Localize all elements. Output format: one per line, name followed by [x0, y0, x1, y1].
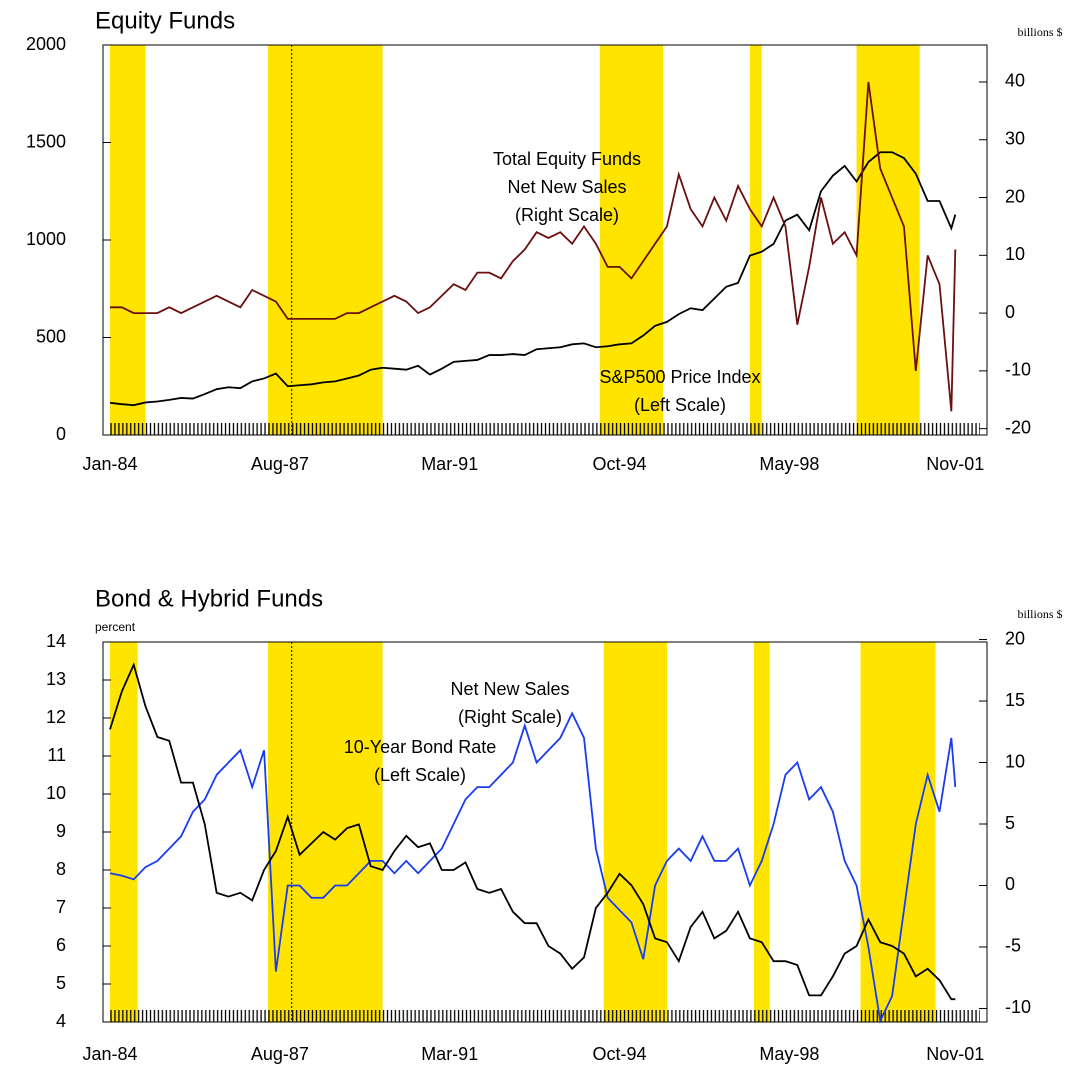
series-label: (Left Scale)	[374, 765, 466, 785]
x-tick-label: Oct-94	[593, 1044, 647, 1064]
y-tick-label: 1500	[26, 131, 66, 151]
y-tick-label: 7	[56, 897, 66, 917]
plot-frame	[102, 44, 988, 436]
chart-title: Equity Funds	[95, 7, 235, 34]
series-label: (Right Scale)	[458, 707, 562, 727]
y-tick-label: 12	[46, 707, 66, 727]
y-tick-label: 1000	[26, 229, 66, 249]
y-tick-label: 9	[56, 821, 66, 841]
series-label: (Right Scale)	[515, 205, 619, 225]
y2-tick-label: -10	[1005, 997, 1031, 1017]
y2-unit-label: billions $	[1017, 607, 1062, 621]
y-tick-label: 14	[46, 631, 66, 651]
series-label: Net New Sales	[507, 177, 626, 197]
series-label: 10-Year Bond Rate	[344, 737, 496, 757]
x-tick-label: Oct-94	[593, 454, 647, 474]
series-label: (Left Scale)	[634, 395, 726, 415]
y-tick-label: 2000	[26, 34, 66, 54]
y-tick-label: 4	[56, 1011, 66, 1031]
y2-tick-label: 40	[1005, 71, 1025, 91]
x-tick-label: Aug-87	[251, 1044, 309, 1064]
y2-tick-label: -5	[1005, 936, 1021, 956]
y2-tick-label: -20	[1005, 417, 1031, 437]
y2-tick-label: -10	[1005, 360, 1031, 380]
y2-tick-label: 15	[1005, 690, 1025, 710]
x-tick-label: May-98	[759, 1044, 819, 1064]
shaded-period	[599, 45, 663, 435]
y2-tick-label: 0	[1005, 302, 1015, 322]
shaded-period	[268, 45, 383, 435]
y2-tick-label: 20	[1005, 628, 1025, 648]
y2-tick-label: 30	[1005, 129, 1025, 149]
month-ticks	[109, 423, 980, 435]
y-tick-label: 0	[56, 424, 66, 444]
y2-tick-label: 0	[1005, 874, 1015, 894]
y-tick-label: 13	[46, 669, 66, 689]
y2-tick-label: 10	[1005, 751, 1025, 771]
shaded-period	[268, 642, 383, 1022]
series-line	[109, 151, 957, 407]
shaded-period	[110, 642, 138, 1022]
y-tick-label: 8	[56, 859, 66, 879]
series-line	[109, 711, 957, 1024]
shaded-period	[753, 642, 770, 1022]
x-tick-label: Jan-84	[82, 1044, 137, 1064]
shaded-period	[749, 45, 762, 435]
y-tick-label: 11	[47, 745, 66, 765]
x-tick-label: Jan-84	[82, 454, 137, 474]
y2-tick-label: 5	[1005, 813, 1015, 833]
y-tick-label: 10	[46, 783, 66, 803]
x-tick-label: Nov-01	[926, 1044, 984, 1064]
x-tick-label: May-98	[759, 454, 819, 474]
y2-tick-label: 20	[1005, 186, 1025, 206]
plot-frame	[102, 641, 988, 1023]
x-tick-label: Mar-91	[421, 454, 478, 474]
shaded-period	[110, 45, 146, 435]
y-tick-label: 6	[56, 935, 66, 955]
series-label: Total Equity Funds	[493, 149, 641, 169]
series-line	[109, 662, 956, 1001]
shaded-period	[603, 642, 667, 1022]
series-line	[110, 81, 957, 412]
month-ticks	[109, 1010, 980, 1022]
x-tick-label: Nov-01	[926, 454, 984, 474]
y2-unit-label: billions $	[1017, 25, 1062, 39]
y2-tick-label: 10	[1005, 244, 1025, 264]
y-tick-label: 5	[56, 973, 66, 993]
series-label: Net New Sales	[450, 679, 569, 699]
y-unit-label: percent	[95, 620, 136, 634]
series-label: S&P500 Price Index	[599, 367, 760, 387]
x-tick-label: Mar-91	[421, 1044, 478, 1064]
chart-title: Bond & Hybrid Funds	[95, 585, 323, 612]
y-tick-label: 500	[36, 326, 66, 346]
x-tick-label: Aug-87	[251, 454, 309, 474]
